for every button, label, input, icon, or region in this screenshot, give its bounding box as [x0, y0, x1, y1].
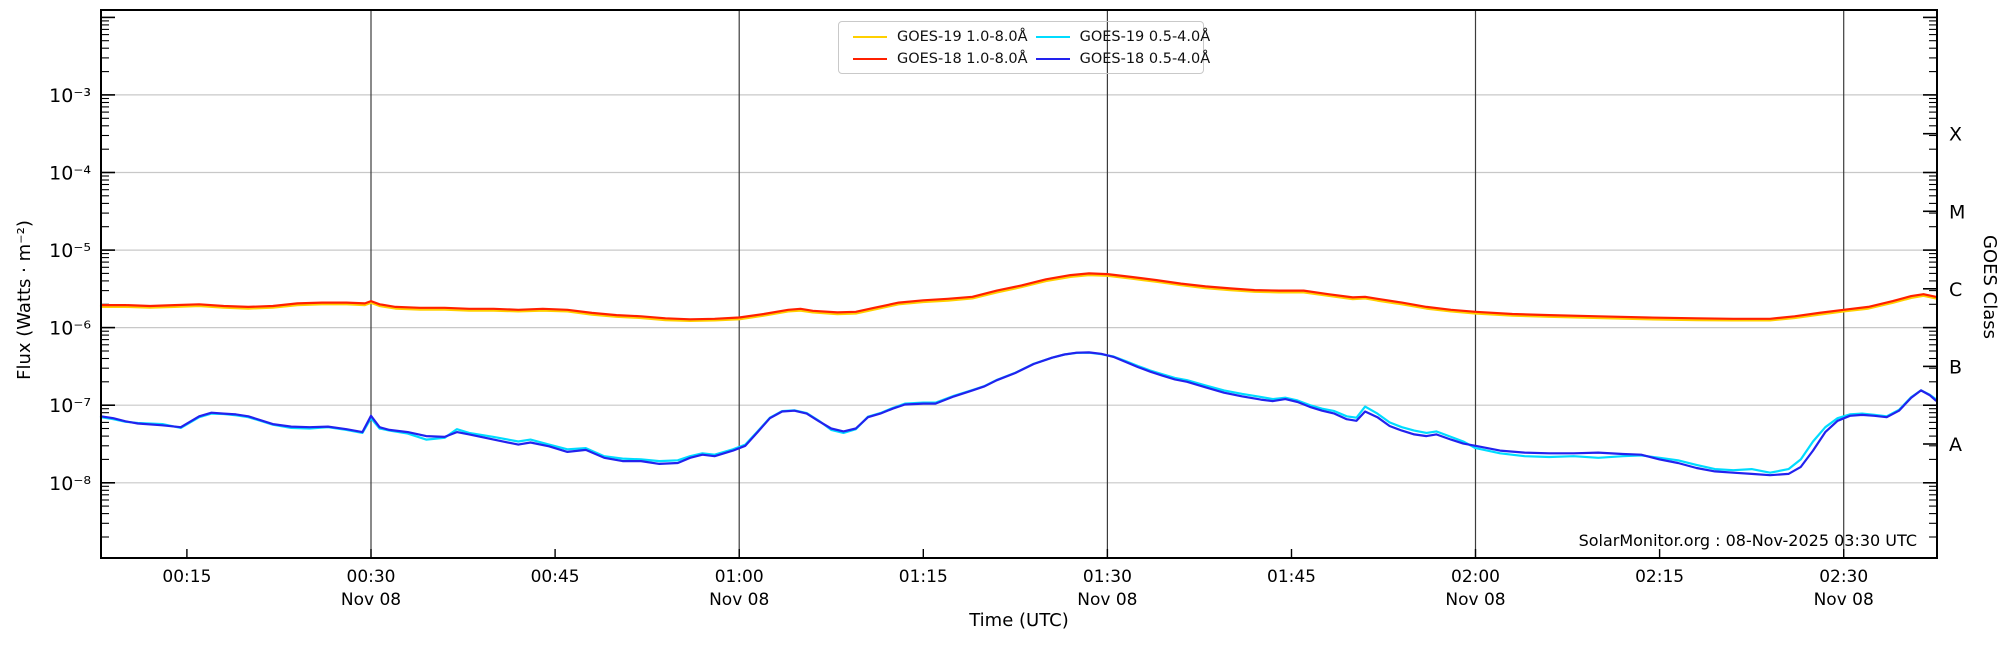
legend-label: GOES-18 1.0-8.0Å — [897, 50, 1028, 67]
x-tick-label: 00:30 — [347, 567, 396, 587]
x-tick-label: 01:45 — [1267, 567, 1316, 587]
legend-item-goes18-long: GOES-18 1.0-8.0Å — [853, 51, 1028, 67]
y-tick-label: 10⁻³ — [49, 85, 91, 107]
x-tick-label: 01:15 — [899, 567, 948, 587]
goes19-short-line-swatch — [1035, 35, 1070, 38]
x-tick-date-label: Nov 08 — [1814, 590, 1874, 610]
x-tick-label: 02:15 — [1635, 567, 1684, 587]
y-tick-label: 10⁻⁸ — [49, 473, 91, 495]
x-tick-date-label: Nov 08 — [341, 590, 401, 610]
legend-item-goes19-long: GOES-19 1.0-8.0Å — [853, 29, 1028, 45]
x-tick-label: 01:00 — [715, 567, 764, 587]
plot-border — [100, 9, 1938, 559]
goes-class-letter-M: M — [1949, 201, 1965, 223]
y-tick-label: 10⁻⁴ — [49, 163, 91, 185]
legend-label: GOES-19 1.0-8.0Å — [897, 28, 1028, 45]
goes18-long-line-swatch — [853, 57, 887, 60]
x-tick-label: 00:45 — [531, 567, 580, 587]
flux-curve-goes-19-1-0-8-0å — [99, 274, 1937, 322]
attribution-text: SolarMonitor.org : 08-Nov-2025 03:30 UTC — [1579, 531, 1917, 550]
x-tick-label: 02:30 — [1819, 567, 1868, 587]
x-tick-label: 01:30 — [1083, 567, 1132, 587]
goes-class-letter-B: B — [1949, 356, 1962, 378]
x-tick-date-label: Nov 08 — [709, 590, 769, 610]
y-tick-label: 10⁻⁷ — [49, 395, 91, 417]
chart-legend: GOES-19 1.0-8.0Å GOES-19 0.5-4.0Å GOES-1… — [838, 21, 1210, 74]
x-tick-date-label: Nov 08 — [1077, 590, 1137, 610]
y-axis-title-right: GOES Class — [1979, 235, 2000, 339]
x-tick-label: 00:15 — [162, 567, 211, 587]
x-tick-date-label: Nov 08 — [1445, 590, 1505, 610]
y-axis-title-left: Flux (Watts · m⁻²) — [14, 220, 35, 380]
legend-label: GOES-19 0.5-4.0Å — [1079, 28, 1211, 45]
legend-item-goes18-short: GOES-18 0.5-4.0Å — [1035, 50, 1211, 67]
y-tick-label: 10⁻⁵ — [49, 240, 91, 262]
x-tick-label: 02:00 — [1451, 567, 1500, 587]
legend-item-goes19-short: GOES-19 0.5-4.0Å — [1035, 28, 1211, 45]
goes19-long-line-swatch — [853, 35, 887, 38]
legend-label: GOES-18 0.5-4.0Å — [1079, 50, 1211, 67]
goes-class-letter-C: C — [1949, 279, 1962, 301]
x-axis-title: Time (UTC) — [968, 610, 1069, 631]
y-tick-label: 10⁻⁶ — [49, 318, 91, 340]
flux-curve-goes-18-0-5-4-0å — [99, 351, 1937, 477]
goes18-short-line-swatch — [1035, 57, 1070, 60]
goes-class-letter-A: A — [1949, 434, 1962, 456]
flux-curve-goes-18-1-0-8-0å — [99, 272, 1937, 321]
goes-class-letter-X: X — [1949, 124, 1962, 146]
